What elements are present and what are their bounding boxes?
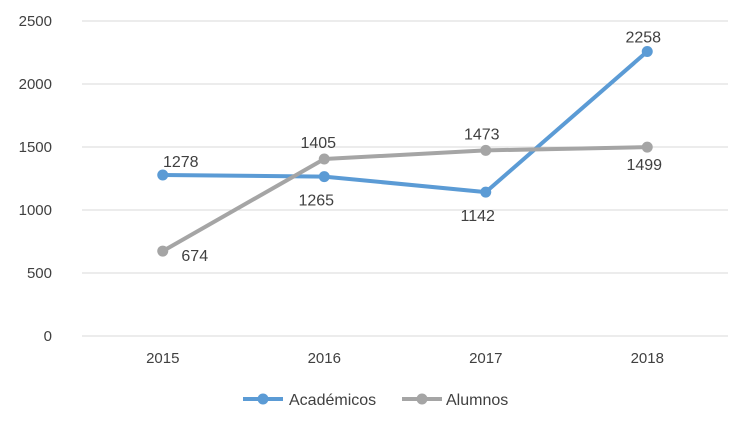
data-point (157, 169, 169, 181)
data-point (480, 186, 492, 198)
y-tick-label: 2500 (19, 13, 52, 30)
y-tick-label: 0 (44, 328, 52, 345)
x-tick-label: 2017 (469, 350, 502, 367)
legend-label: Alumnos (446, 392, 508, 409)
data-label: 674 (181, 248, 208, 265)
data-label: 1499 (626, 157, 662, 174)
y-tick-label: 500 (27, 265, 52, 282)
gridlines (82, 20, 728, 337)
legend: Académicos Alumnos (243, 392, 508, 409)
data-label: 2258 (625, 29, 661, 46)
series-line-2 (160, 145, 650, 254)
y-axis-ticks: 0 500 1000 1500 2000 2500 (19, 13, 52, 345)
y-tick-label: 1500 (19, 139, 52, 156)
y-tick-label: 2000 (19, 76, 52, 93)
data-point (157, 245, 169, 257)
data-point (480, 144, 492, 156)
legend-label: Académicos (289, 392, 376, 409)
x-axis-ticks: 2015 2016 2017 2018 (146, 350, 664, 367)
data-label: 1265 (298, 193, 334, 210)
y-tick-label: 1000 (19, 202, 52, 219)
data-labels: 1278 1265 1142 2258 674 1405 1473 1499 (163, 29, 662, 265)
x-tick-label: 2015 (146, 350, 179, 367)
legend-swatch-marker (257, 393, 269, 405)
data-point (641, 45, 653, 57)
data-label: 1142 (461, 208, 496, 225)
series-line-1 (160, 49, 650, 195)
series-group (157, 45, 653, 257)
legend-swatch-marker (416, 393, 428, 405)
data-label: 1278 (163, 154, 199, 171)
x-tick-label: 2018 (631, 350, 664, 367)
data-point (318, 171, 330, 183)
x-tick-label: 2016 (308, 350, 341, 367)
data-label: 1473 (464, 126, 500, 143)
data-label: 1405 (300, 135, 336, 152)
data-point (641, 141, 653, 153)
data-point (318, 153, 330, 165)
